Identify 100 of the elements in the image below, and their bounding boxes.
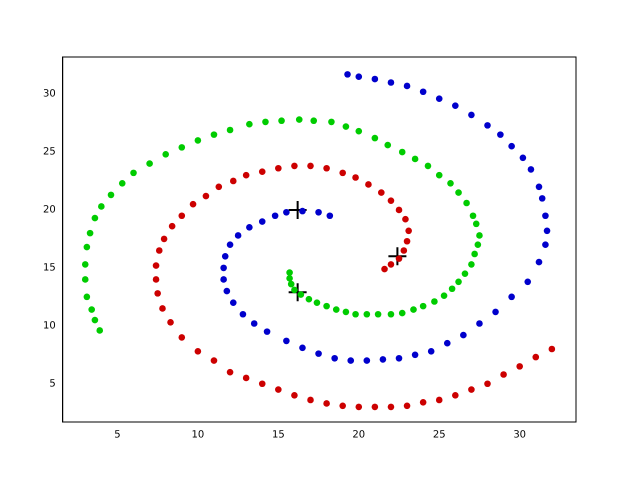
point (520, 154, 526, 162)
point (226, 241, 234, 248)
point (536, 258, 542, 266)
point (307, 162, 314, 170)
point (242, 374, 250, 382)
point (372, 76, 378, 82)
point (500, 371, 507, 378)
point (468, 386, 475, 393)
point (178, 334, 186, 341)
point (404, 82, 410, 90)
point (224, 288, 230, 294)
point (388, 404, 394, 410)
point (444, 340, 451, 347)
point (388, 197, 394, 204)
point (299, 208, 306, 214)
point (246, 224, 253, 231)
point (460, 332, 467, 338)
point (339, 170, 346, 176)
point (364, 357, 370, 364)
point (344, 71, 351, 78)
point (396, 255, 402, 262)
point (299, 344, 306, 352)
x-tick-label: 5 (114, 430, 121, 441)
point (365, 181, 372, 188)
point (242, 172, 250, 178)
y-tick-label: 5 (49, 378, 56, 390)
point (476, 320, 483, 327)
point (355, 404, 362, 410)
point (387, 246, 408, 266)
point (222, 253, 229, 260)
x-tick-label: 20 (352, 430, 366, 441)
y-tick-label: 20 (42, 204, 56, 216)
point (484, 380, 491, 388)
point (508, 142, 515, 150)
point (452, 102, 459, 109)
point (226, 368, 234, 376)
point (190, 200, 196, 208)
y-tick-label: 15 (42, 262, 56, 274)
point (258, 168, 266, 176)
point (484, 122, 491, 129)
point (388, 261, 394, 268)
point (315, 208, 322, 216)
point (372, 404, 378, 410)
point (168, 222, 176, 230)
point (420, 88, 426, 96)
x-tick-label: 10 (192, 430, 204, 441)
point (508, 294, 515, 300)
point (516, 363, 523, 370)
point (250, 320, 258, 327)
point (436, 95, 443, 102)
point (548, 346, 556, 352)
point (272, 212, 278, 220)
point (216, 183, 222, 190)
point (428, 348, 434, 355)
point (154, 290, 161, 297)
point (326, 212, 334, 220)
point (288, 282, 308, 302)
point (307, 396, 314, 404)
point (258, 218, 266, 225)
point (258, 380, 266, 388)
point (220, 264, 227, 272)
point (404, 402, 410, 410)
point (400, 247, 408, 254)
point (542, 212, 549, 220)
point (524, 278, 532, 286)
point (468, 112, 475, 118)
point (152, 276, 160, 283)
point (291, 392, 298, 399)
point (452, 392, 459, 399)
point (339, 402, 346, 410)
point (544, 228, 550, 234)
point (405, 228, 412, 234)
point (497, 131, 504, 138)
point (323, 400, 330, 407)
point (275, 386, 282, 393)
point (380, 356, 386, 363)
point (492, 308, 499, 316)
y-tick-label: 25 (42, 146, 56, 158)
point (528, 166, 534, 173)
point (404, 238, 410, 245)
point (381, 266, 388, 272)
point (315, 350, 322, 357)
point (160, 236, 168, 242)
point (230, 299, 237, 306)
point (352, 174, 359, 181)
point (378, 189, 385, 196)
point (202, 192, 210, 200)
point (156, 247, 163, 254)
point (388, 79, 394, 86)
point (291, 162, 298, 170)
point (275, 164, 282, 172)
point (331, 354, 338, 362)
point (264, 328, 270, 335)
point (420, 399, 426, 406)
point (210, 357, 218, 364)
point (230, 178, 237, 184)
y-tick-label: 30 (42, 88, 56, 100)
point (283, 208, 290, 216)
point (240, 310, 246, 318)
point (283, 338, 290, 344)
